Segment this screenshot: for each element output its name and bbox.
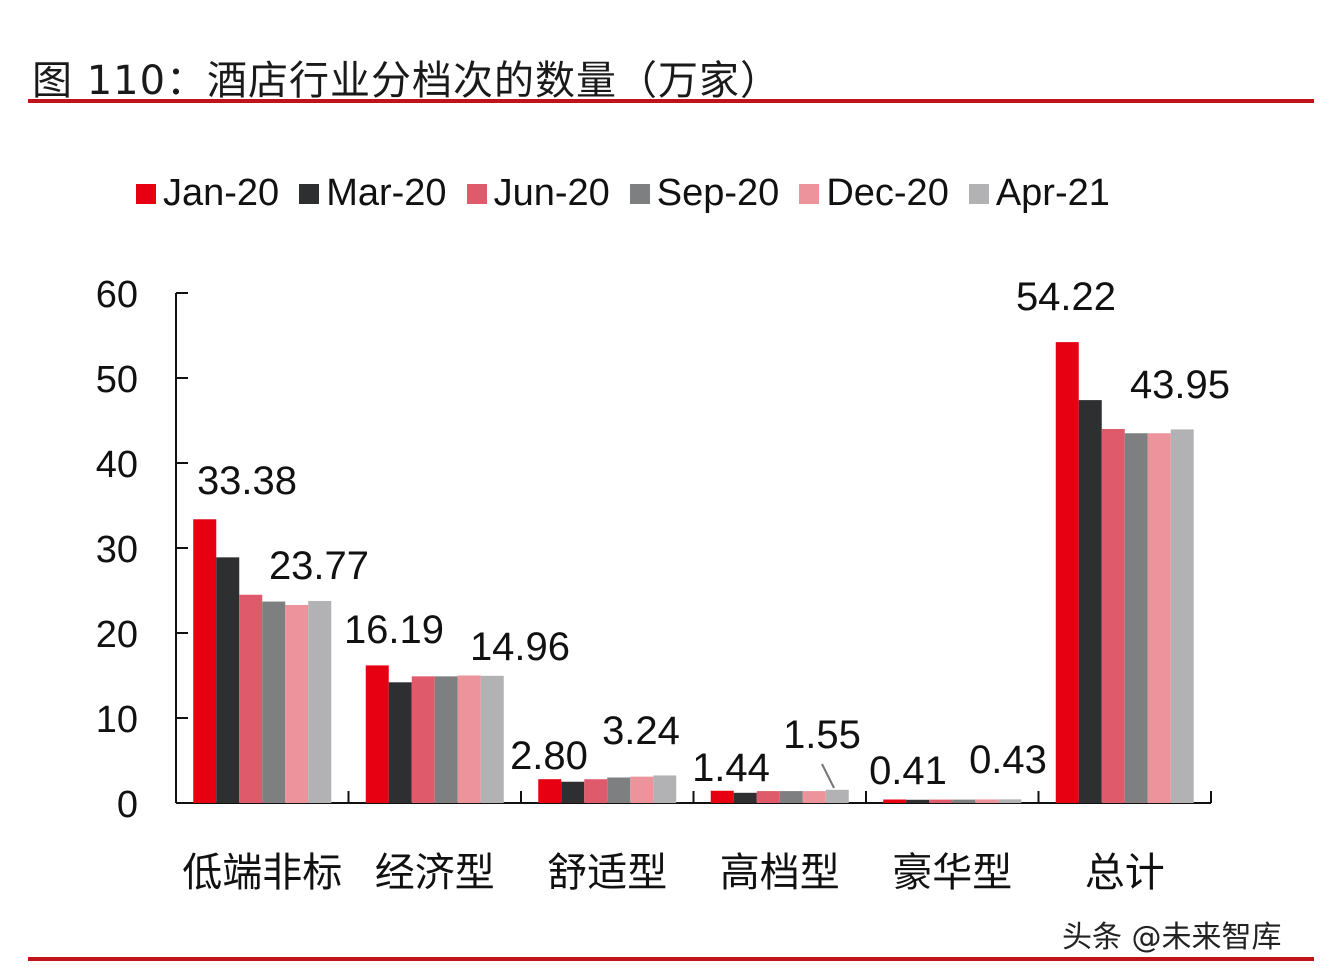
legend-label: Dec-20 [826, 172, 949, 214]
legend-item-apr-21: Apr-21 [968, 172, 1110, 215]
bar-jan-20 [710, 790, 734, 803]
legend-swatch [466, 183, 487, 204]
data-label: 23.77 [269, 544, 369, 588]
bar-dec-20 [975, 799, 999, 803]
bar-jun-20 [929, 799, 953, 803]
y-tick-label: 60 [96, 274, 138, 316]
legend-label: Jun-20 [493, 172, 610, 214]
x-category-label: 豪华型 [892, 850, 1012, 896]
bar-jun-20 [584, 779, 608, 803]
x-category-label: 总计 [1085, 850, 1165, 896]
bar-mar-20 [1078, 400, 1102, 803]
y-tick-label: 50 [96, 359, 138, 401]
footer-rule [28, 957, 1314, 961]
bar-sep-20 [952, 799, 976, 803]
legend-swatch [799, 183, 820, 204]
legend-item-sep-20: Sep-20 [629, 172, 780, 215]
bar-mar-20 [906, 799, 930, 803]
data-label: 2.80 [510, 734, 588, 778]
bar-dec-20 [630, 776, 654, 803]
data-label: 3.24 [602, 709, 680, 753]
bar-mar-20 [561, 781, 585, 803]
y-tick-label: 10 [96, 699, 138, 741]
legend: Jan-20 Mar-20 Jun-20 Sep-20 Dec-20 Apr-2… [136, 172, 1130, 215]
data-label: 16.19 [344, 608, 444, 652]
data-label: 43.95 [1130, 363, 1230, 407]
x-category-label: 经济型 [375, 850, 495, 896]
bar-apr-21 [1170, 429, 1194, 803]
data-label: 1.55 [783, 713, 861, 757]
data-label: 0.43 [969, 738, 1047, 782]
bar-sep-20 [1124, 433, 1148, 803]
bar-jan-20 [193, 519, 217, 803]
bar-jun-20 [756, 791, 780, 803]
y-tick-label: 0 [117, 784, 138, 826]
bar-apr-21 [825, 789, 849, 803]
bar-apr-21 [308, 600, 332, 803]
data-label: 33.38 [197, 459, 297, 503]
bar-jan-20 [1055, 342, 1079, 803]
legend-label: Mar-20 [326, 172, 447, 214]
y-tick-label: 20 [96, 614, 138, 656]
data-label: 1.44 [692, 746, 770, 790]
bar-dec-20 [457, 675, 481, 803]
bar-sep-20 [434, 676, 458, 803]
bar-mar-20 [216, 557, 240, 803]
legend-label: Jan-20 [163, 172, 280, 214]
bar-jun-20 [411, 676, 435, 803]
bar-jan-20 [883, 799, 907, 803]
y-tick-label: 30 [96, 529, 138, 571]
x-category-label: 低端非标 [182, 850, 342, 896]
data-label: 0.41 [869, 749, 947, 793]
bar-jun-20 [239, 594, 263, 803]
bar-sep-20 [779, 791, 803, 803]
legend-item-jun-20: Jun-20 [466, 172, 610, 215]
chart-title: 图 110：酒店行业分档次的数量（万家） [32, 58, 782, 104]
bar-apr-21 [998, 799, 1022, 803]
x-category-label: 高档型 [720, 850, 840, 896]
y-tick-label: 40 [96, 444, 138, 486]
bar-apr-21 [653, 775, 677, 803]
legend-swatch [629, 183, 650, 204]
legend-label: Sep-20 [656, 172, 780, 214]
x-category-label: 舒适型 [547, 850, 667, 896]
legend-item-jan-20: Jan-20 [136, 172, 279, 215]
legend-swatch [968, 183, 989, 204]
bar-mar-20 [733, 792, 757, 803]
bar-sep-20 [262, 601, 286, 803]
data-label: 14.96 [470, 625, 570, 669]
bar-dec-20 [285, 604, 309, 803]
bar-jan-20 [538, 779, 562, 803]
legend-swatch [136, 183, 156, 204]
legend-item-mar-20: Mar-20 [299, 172, 447, 215]
legend-swatch [299, 183, 320, 204]
leader-line [821, 763, 835, 789]
bar-sep-20 [607, 777, 631, 803]
bar-dec-20 [1147, 433, 1171, 803]
bar-apr-21 [480, 675, 504, 803]
legend-item-dec-20: Dec-20 [799, 172, 949, 215]
data-label: 54.22 [1016, 275, 1116, 319]
bar-mar-20 [388, 682, 412, 803]
title-underline [28, 99, 1314, 103]
bar-dec-20 [802, 791, 826, 803]
legend-label: Apr-21 [995, 172, 1110, 214]
watermark: 头条 @未来智库 [1062, 920, 1282, 955]
bar-jun-20 [1101, 429, 1125, 803]
bar-jan-20 [365, 665, 389, 803]
